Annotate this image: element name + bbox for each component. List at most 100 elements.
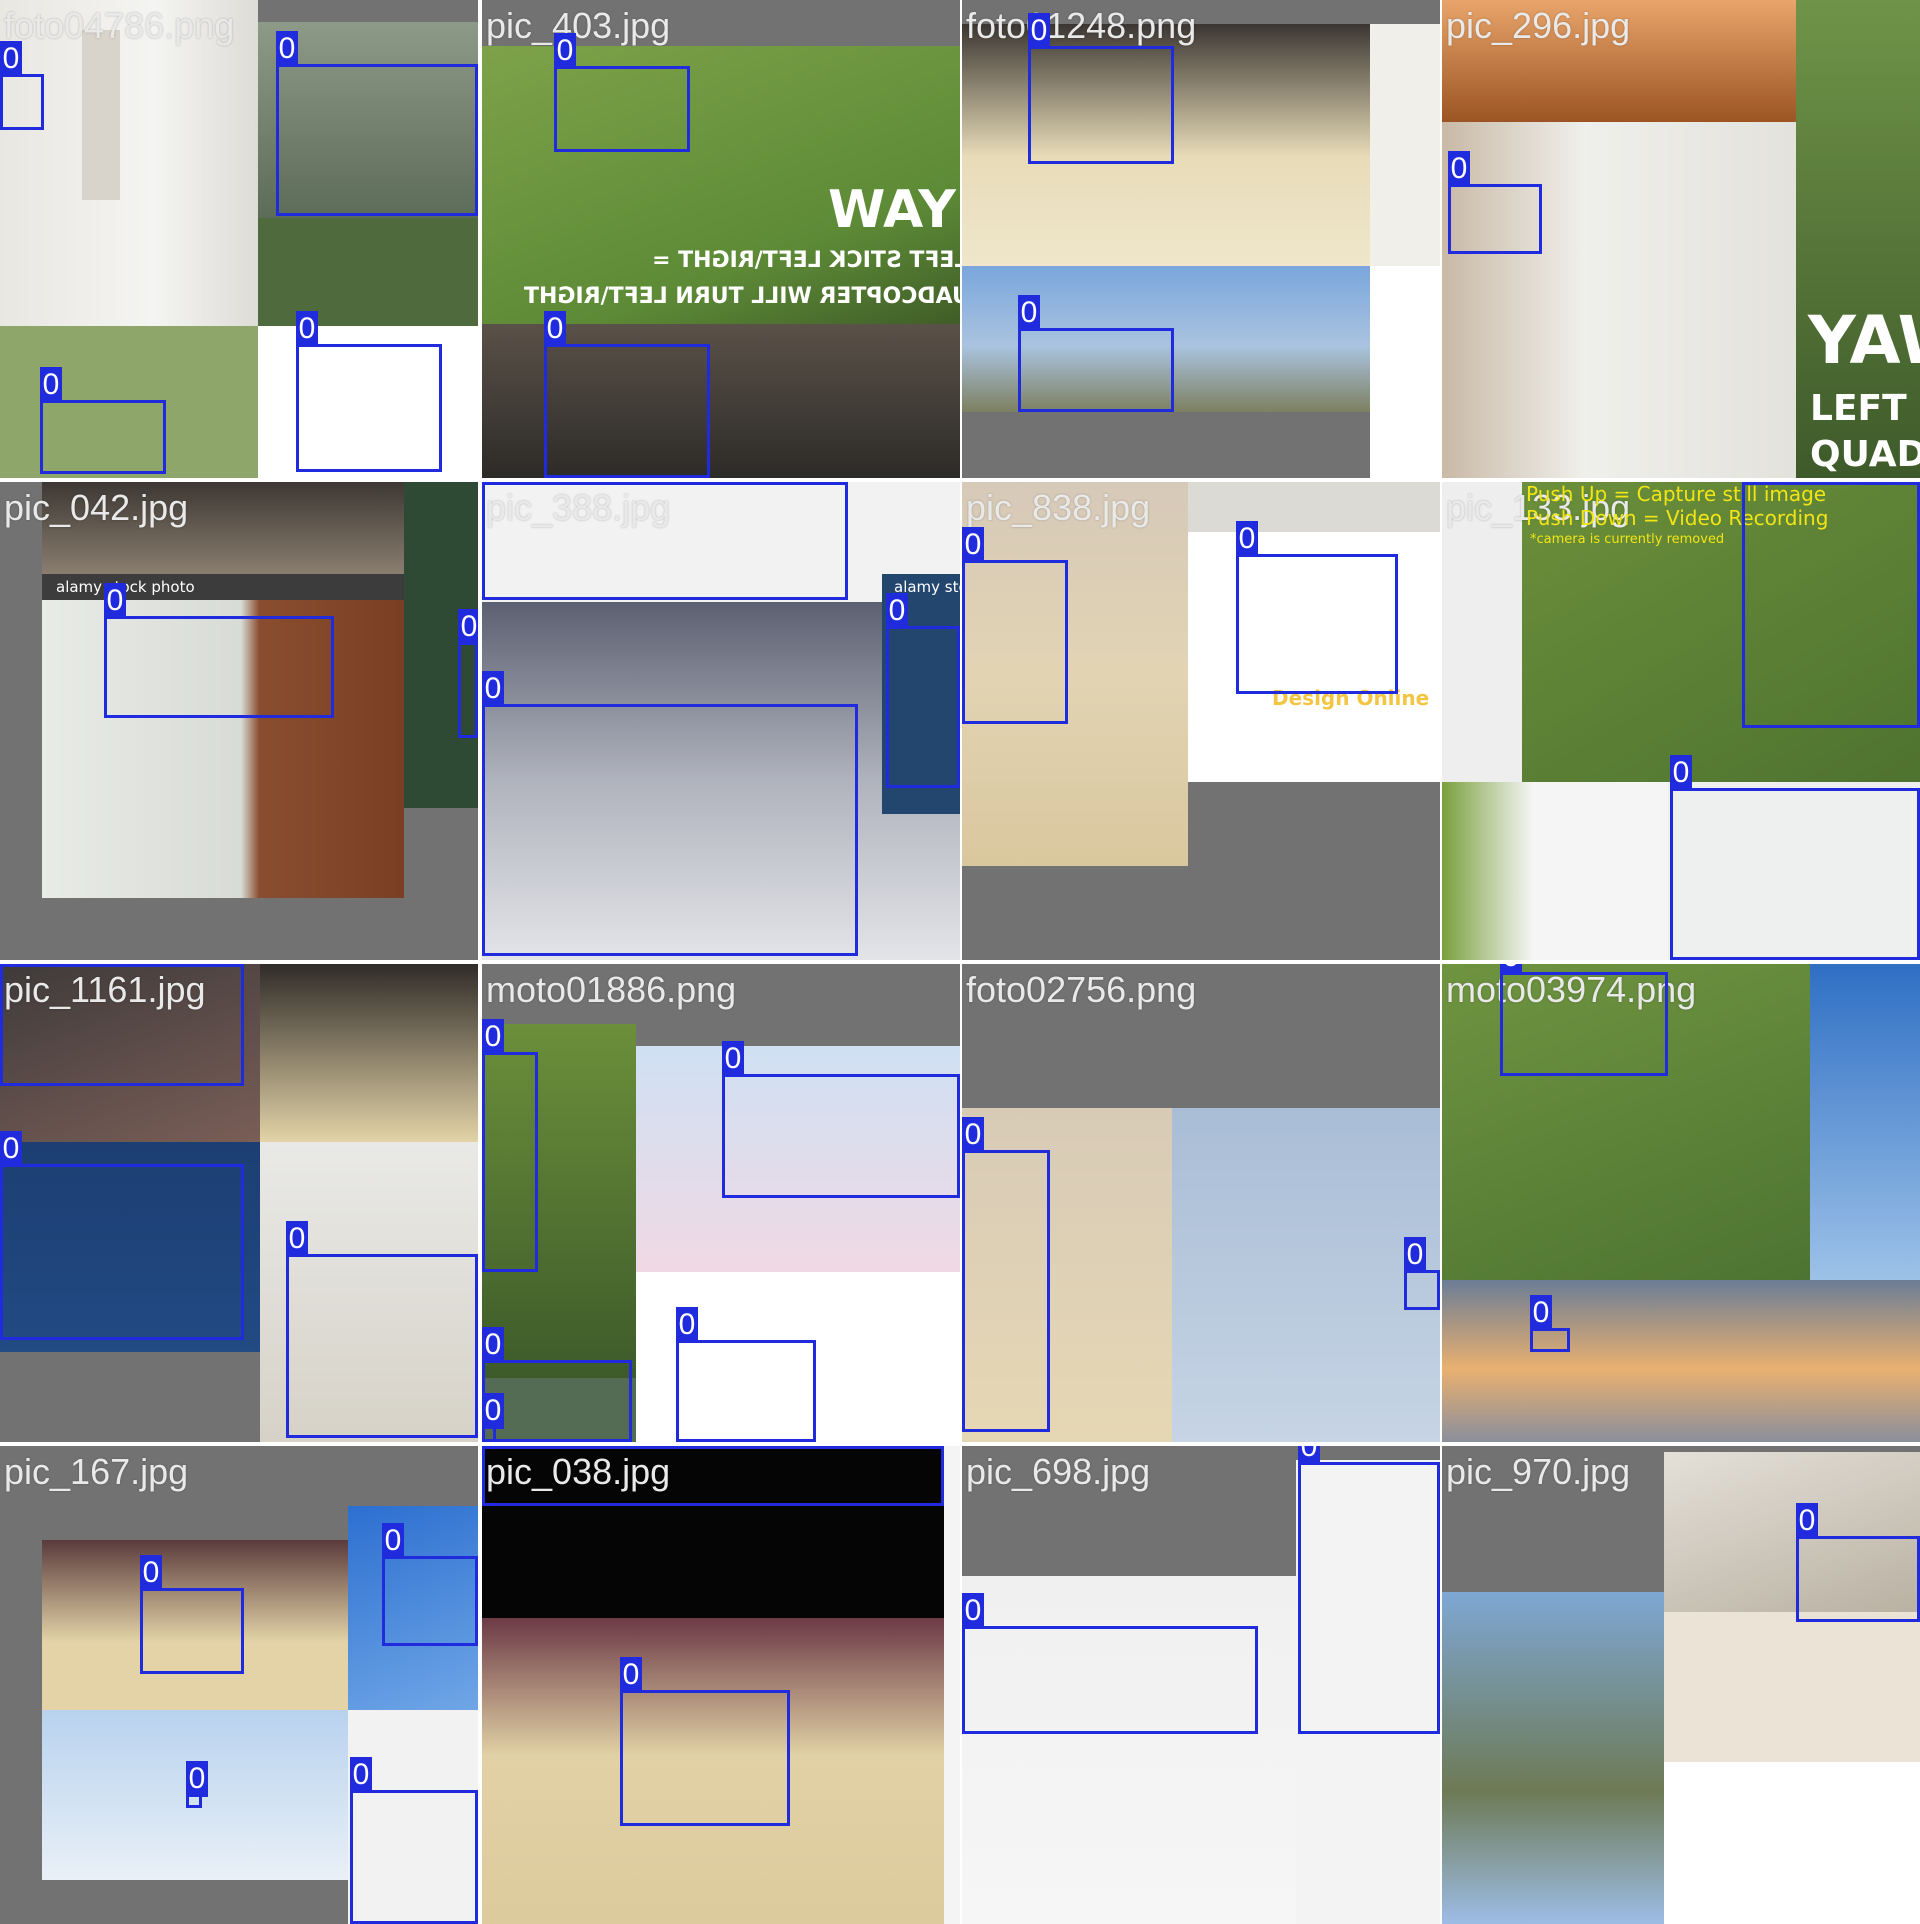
photo-region [0, 0, 258, 326]
detection-box: 0 [1236, 521, 1398, 694]
photo-region [1442, 482, 1522, 782]
photo-region [1188, 482, 1440, 532]
detection-box: 0 [1530, 1295, 1570, 1352]
detection-box: 0 [382, 1523, 478, 1646]
tile-filename: moto03974.png [1446, 969, 1697, 1010]
photo-region [1664, 1452, 1920, 1612]
class-label: 0 [104, 583, 126, 619]
detection-box: 0 [1028, 13, 1174, 164]
class-label: 0 [1298, 1446, 1320, 1465]
photo-region [482, 1024, 636, 1378]
detection-box: 0 [676, 1307, 816, 1442]
mosaic-tile: pic_970.jpg 0 [1442, 1446, 1920, 1924]
tile-filename: pic_167.jpg [4, 1451, 189, 1492]
tile-filename: pic_133.jpg [1446, 487, 1631, 528]
photo-region [1442, 122, 1796, 478]
class-label: 0 [886, 593, 908, 629]
photo-region [1296, 1460, 1440, 1924]
photo-region [1442, 1280, 1920, 1442]
mosaic-tile: pic_698.jpg 0 0 [962, 1446, 1440, 1924]
class-label: 0 [482, 671, 504, 707]
class-label: 0 [40, 367, 62, 403]
tile-filename: pic_1161.jpg [4, 969, 206, 1010]
class-label: 0 [276, 31, 298, 67]
mosaic-tile: pic_042.jpg alamy stock photo 0 0 [0, 482, 478, 960]
tile-filename: pic_403.jpg [486, 5, 671, 46]
tile-filename: foto01248.png [966, 5, 1197, 46]
class-label: 0 [962, 1117, 984, 1153]
mosaic-tile: pic_1161.jpg 0 0 0 [0, 964, 478, 1442]
detection-box: 0 [296, 311, 442, 472]
mosaic-tile: foto01248.png 0 0 [962, 0, 1440, 478]
mosaic-tile: pic_167.jpg 0 0 0 0 [0, 1446, 478, 1924]
photo-region [1188, 532, 1440, 782]
mosaic-tile: pic_038.jpg 0 0 [482, 1446, 960, 1924]
class-label: 0 [1796, 1503, 1818, 1539]
photo-region [482, 602, 960, 960]
photo-region [42, 1540, 348, 1710]
mosaic-tile: pic_838.jpg Design Online 0 0 [962, 482, 1440, 960]
class-label: 0 [350, 1757, 372, 1793]
detection-box: 0 [482, 1327, 632, 1442]
tile-filename: pic_042.jpg [4, 487, 189, 528]
photo-region [1664, 1612, 1920, 1762]
detection-box: 0 [482, 1446, 944, 1506]
class-label: 0 [0, 964, 22, 967]
class-label: 0 [482, 482, 504, 485]
detection-box: 0 [962, 527, 1068, 724]
class-label: 0 [458, 609, 478, 645]
overlay-text: LEFT STICK LEFT\RIGHT = [652, 248, 960, 273]
class-label: 0 [1404, 1237, 1426, 1273]
overlay-text: Push Down = Video Recording [1526, 506, 1829, 530]
class-label: 0 [482, 1446, 504, 1449]
photo-region [962, 266, 1370, 412]
class-label: 0 [482, 1327, 504, 1363]
detection-box: 0 [962, 1117, 1050, 1432]
class-label: 0 [620, 1657, 642, 1693]
detection-box: 0 [1404, 1237, 1440, 1310]
detection-box: 0 [1500, 964, 1668, 1076]
photo-region [258, 218, 478, 326]
photo-region [944, 1446, 960, 1924]
class-label: 0 [722, 1041, 744, 1077]
photo-region [482, 1446, 944, 1618]
mosaic-tile: foto04786.png 0 0 0 0 [0, 0, 478, 478]
overlay-text: Design Online [1272, 686, 1430, 710]
class-label: 0 [140, 1555, 162, 1591]
detection-box: 0 [286, 1221, 478, 1438]
tile-filename: pic_388.jpg [486, 487, 671, 528]
class-label: 0 [1530, 1295, 1552, 1331]
class-label: 0 [0, 41, 22, 77]
tile-filename: pic_296.jpg [1446, 5, 1631, 46]
detection-box: 0 [276, 31, 478, 216]
detection-box: 0 [104, 583, 334, 718]
mosaic-tile: moto01886.png 0 0 0 0 0 [482, 964, 960, 1442]
detection-box: 0 [482, 482, 848, 600]
detection-box: 0 [482, 1393, 504, 1442]
class-label: 0 [482, 1393, 504, 1429]
detection-box: 0 [554, 33, 690, 152]
photo-region [636, 1046, 960, 1272]
class-label: 0 [544, 311, 566, 347]
class-label: 0 [482, 1019, 504, 1055]
photo-region [1442, 1592, 1664, 1924]
detection-box: 0 [458, 609, 478, 738]
photo-region [482, 1618, 944, 1924]
photo-region [962, 1576, 1296, 1924]
overlay-text: QUADCO [1810, 434, 1920, 475]
photo-region [260, 964, 478, 1142]
class-label: 0 [1236, 521, 1258, 557]
photo-region [482, 324, 960, 478]
class-label: 0 [0, 1131, 22, 1167]
overlay-text: *camera is currently removed [1530, 532, 1725, 547]
photo-region [1522, 482, 1920, 782]
class-label: 0 [962, 1593, 984, 1629]
overlay-text: Push Up = Capture still image [1526, 482, 1827, 506]
class-label: 0 [676, 1307, 698, 1343]
photo-region [1370, 24, 1440, 266]
photo-region [42, 574, 404, 898]
photo-region [348, 1710, 478, 1924]
tile-filename: pic_970.jpg [1446, 1451, 1631, 1492]
detection-box: 0 [0, 964, 244, 1086]
overlay-text: LEFT ST [1810, 388, 1920, 429]
